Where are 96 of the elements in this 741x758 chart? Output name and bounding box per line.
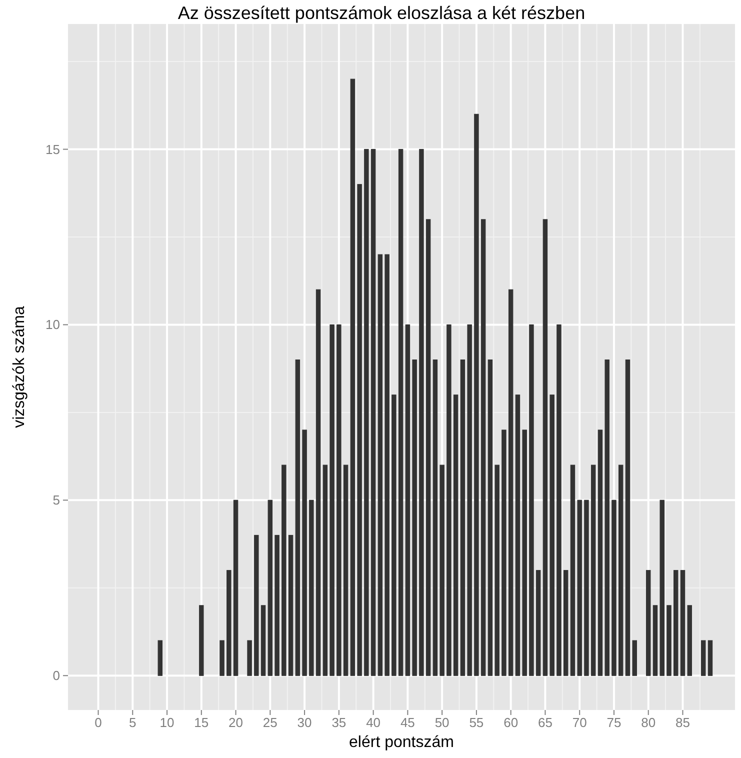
bar [474,114,479,676]
bar [488,360,493,676]
bar [632,640,637,676]
bar [357,184,362,676]
x-tick-label: 75 [606,715,622,730]
bar [460,360,466,676]
x-tick-label: 25 [262,715,278,730]
bar [556,324,562,676]
x-tick-label: 40 [366,715,381,730]
x-tick-label: 80 [641,715,656,730]
bar [336,324,342,676]
x-tick-label: 50 [434,715,450,730]
x-tick-label: 20 [228,715,244,730]
bar [687,605,692,676]
bar [453,394,458,676]
bar [660,500,664,676]
x-tick-label: 0 [94,715,102,730]
bar [674,570,678,676]
bar [542,219,548,676]
bar [233,500,238,676]
bar [536,570,541,676]
y-tick-label: 15 [46,142,60,157]
bar [158,640,163,676]
x-tick-label: 65 [538,715,552,730]
bar [268,500,273,676]
bar [680,570,686,676]
bar [274,534,280,676]
x-tick-label: 45 [400,715,415,730]
bar [604,360,610,676]
bar [295,360,300,676]
bar [426,219,431,676]
chart-title: Az összesített pontszámok eloszlása a két részben [178,3,586,23]
bar [378,254,383,676]
bar [625,360,630,676]
bar [570,464,576,676]
bar [302,430,307,676]
x-tick-label: 85 [676,715,690,730]
bar [199,605,204,676]
x-tick-label: 55 [469,715,484,730]
y-tick-label: 5 [52,492,60,508]
y-tick-label: 10 [46,317,60,332]
bar [260,605,266,676]
bar [494,464,500,676]
bar [322,464,328,676]
x-axis-title: elért pontszám [349,734,454,751]
bar [288,534,294,676]
x-tick-label: 70 [572,715,587,730]
bar [405,324,410,676]
bar [330,324,334,676]
bar [392,394,396,676]
bar [282,464,286,676]
y-axis-title: vizsgázók száma [11,306,28,428]
bar [384,254,390,676]
bar [467,324,472,676]
bar [446,324,452,676]
bar [254,534,259,676]
bar [598,430,603,676]
bar [309,500,314,676]
bar [618,464,624,676]
bar [652,605,658,676]
bar [701,640,706,676]
bar [522,430,527,676]
bar [584,500,589,676]
bar [563,570,568,676]
x-tick-label: 60 [504,715,518,730]
bar [708,640,713,676]
bar [666,605,672,676]
bar [343,464,348,676]
x-tick-label: 35 [332,715,346,730]
bar [502,430,506,676]
bar [412,360,417,676]
bar [316,289,321,676]
x-tick-label: 5 [129,715,136,730]
bar [590,464,596,676]
y-tick-label: 0 [52,668,60,684]
x-tick-label: 30 [297,715,312,730]
bar [247,640,252,676]
bar [350,78,356,676]
bar [550,394,554,676]
bar [508,289,514,676]
bar [480,219,486,676]
bar [419,148,424,676]
bar [612,500,616,676]
bar [226,570,232,676]
bar [220,640,224,676]
bar [364,148,369,676]
bar [515,394,520,676]
bar [577,500,582,676]
bar [646,570,651,676]
bar [398,148,404,676]
bar [370,148,376,676]
bar [432,360,438,676]
bar [440,464,444,676]
x-tick-label: 15 [194,715,209,730]
x-tick-label: 10 [160,715,174,730]
bar [529,324,534,676]
